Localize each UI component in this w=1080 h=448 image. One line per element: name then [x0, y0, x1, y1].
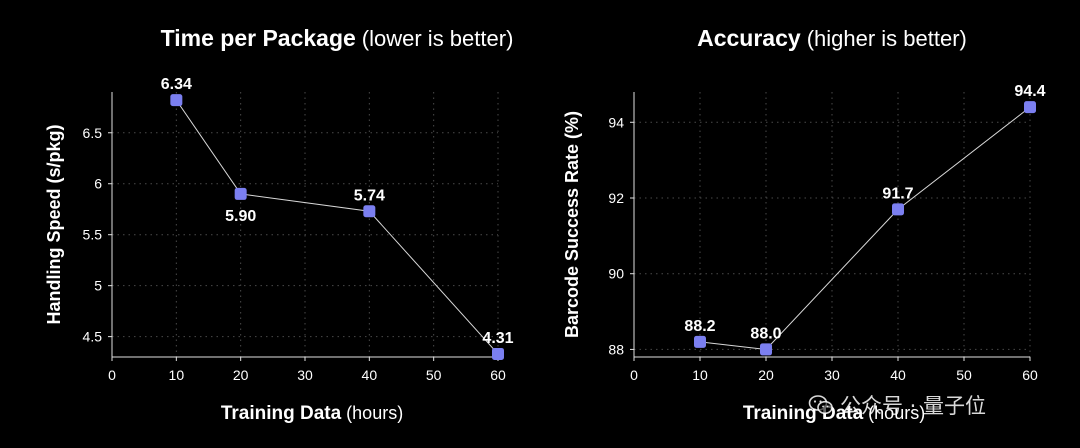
y-axis-label: Handling Speed (s/pkg)	[44, 124, 64, 324]
accuracy-chart: Accuracy (higher is better) 0 10 20 30 40 50 60 8…	[562, 25, 1046, 424]
y-tick-label: 92	[608, 190, 624, 206]
x-axis-label-unit: (hours)	[868, 403, 925, 423]
x-axis-label-main: Training Data	[221, 403, 342, 424]
watermark: 公众号 · 量子位	[808, 390, 986, 420]
data-point	[760, 343, 772, 356]
x-tick-label: 50	[426, 367, 442, 383]
y-tick-label: 5.5	[83, 227, 103, 243]
y-tick-label: 94	[608, 114, 624, 130]
data-point	[694, 335, 706, 348]
x-axis-label-unit: (hours)	[346, 403, 403, 423]
wechat-icon	[808, 395, 833, 415]
x-tick-label: 30	[824, 367, 840, 383]
series-line	[175, 99, 499, 355]
x-tick-label: 30	[297, 367, 313, 383]
x-tick-label: 10	[692, 367, 708, 383]
x-axis-label: Training Data (hours)	[743, 403, 925, 424]
y-tick-label: 90	[608, 266, 624, 282]
data-point	[892, 203, 904, 216]
x-tick-label: 60	[490, 367, 506, 383]
chart-title-main: Time per Package	[161, 25, 356, 51]
time-per-package-chart: Time per Package (lower is better) 0 10 20 30…	[44, 25, 514, 424]
data-point	[1024, 101, 1036, 114]
y-tick-label: 88	[608, 341, 624, 357]
data-label: 5.90	[225, 208, 256, 225]
chart-title: Accuracy (higher is better)	[697, 25, 967, 51]
data-label: 94.4	[1014, 83, 1045, 100]
x-axis-label: Training Data (hours)	[221, 403, 403, 424]
y-tick-label: 4.5	[83, 329, 103, 345]
chart-title-subtitle: (higher is better)	[807, 26, 967, 51]
chart-title-main: Accuracy	[697, 25, 801, 51]
data-label: 91.7	[882, 185, 913, 202]
x-axis-label-main: Training Data	[743, 403, 864, 424]
y-tick-label: 6.5	[83, 125, 103, 141]
chart-title-subtitle: (lower is better)	[362, 26, 514, 51]
x-tick-label: 0	[630, 367, 638, 383]
data-label: 88.2	[684, 318, 715, 335]
x-tick-label: 50	[956, 367, 972, 383]
y-axis-label: Barcode Success Rate (%)	[562, 111, 582, 338]
x-tick-label: 60	[1022, 367, 1038, 383]
x-tick-label: 20	[758, 367, 774, 383]
data-point	[363, 205, 376, 218]
x-tick-label: 40	[362, 367, 378, 383]
data-label: 5.74	[354, 187, 385, 204]
data-label: 4.31	[482, 330, 513, 347]
x-tick-label: 20	[233, 367, 249, 383]
data-point	[492, 347, 504, 360]
x-tick-label: 40	[890, 367, 906, 383]
y-tick-label: 6	[94, 176, 102, 192]
chart-title: Time per Package (lower is better)	[161, 25, 514, 51]
data-point	[234, 187, 247, 200]
x-tick-label: 0	[108, 367, 116, 383]
data-label: 88.0	[750, 325, 781, 342]
y-tick-label: 5	[94, 278, 102, 294]
x-tick-label: 10	[169, 367, 185, 383]
data-point	[170, 94, 183, 107]
watermark-text: 公众号 · 量子位	[840, 394, 987, 418]
data-label: 6.34	[161, 76, 192, 93]
series-line	[699, 106, 1031, 350]
